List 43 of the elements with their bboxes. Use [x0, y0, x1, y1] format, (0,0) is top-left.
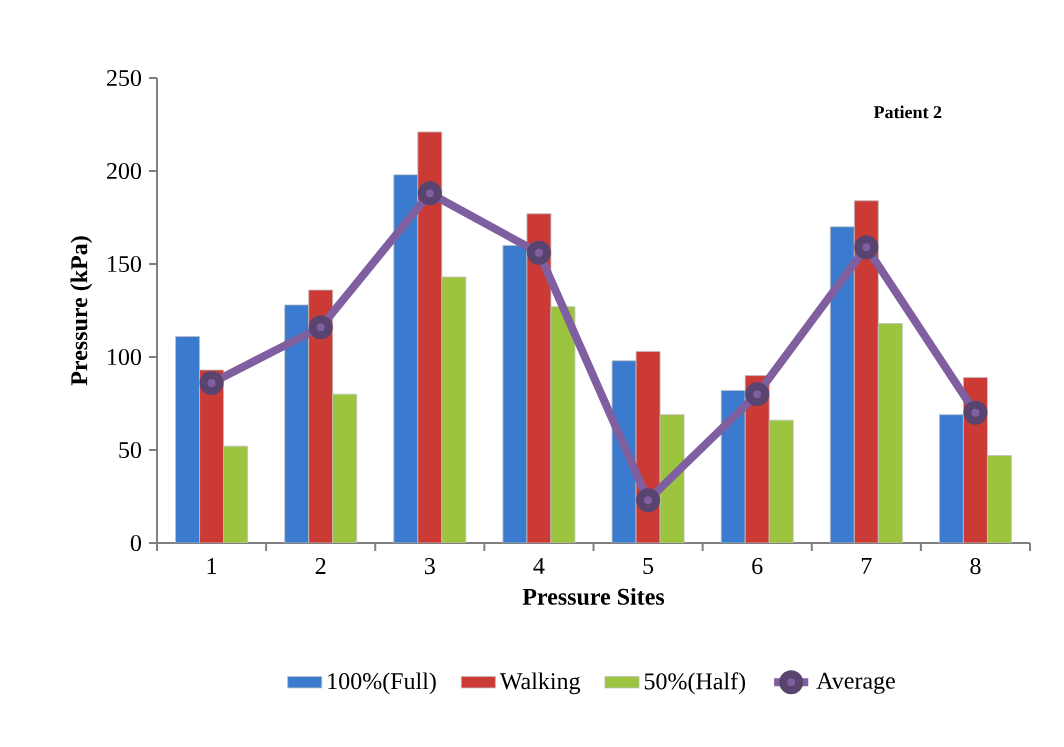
bar [987, 455, 1012, 543]
x-tick-label: 2 [315, 558, 326, 574]
point [417, 181, 442, 206]
y-tick-label: 100 [108, 348, 142, 366]
text: Patient 2 [873, 105, 942, 119]
bar [417, 131, 443, 543]
y-tick-label: 200 [107, 162, 142, 180]
bar [768, 419, 794, 543]
point [199, 371, 224, 396]
point [636, 488, 661, 513]
point [963, 400, 988, 425]
y-tick-label: 0 [130, 534, 142, 552]
bar [877, 323, 903, 543]
point [308, 315, 333, 340]
x-tick-label: 6 [752, 558, 763, 575]
bar [284, 304, 310, 543]
bar [175, 336, 200, 543]
bar [939, 414, 964, 543]
legend-label: 100%(Full) [328, 672, 436, 695]
x-tick-label: 7 [861, 558, 872, 574]
bar [441, 276, 467, 543]
legend-label: Walking [499, 672, 581, 695]
y-tick-label: 50 [119, 441, 142, 459]
x-tick-label: 5 [643, 558, 654, 574]
x-tick-label: 4 [533, 558, 545, 574]
x-tick-label: 1 [207, 558, 217, 574]
bar [502, 244, 528, 543]
legend-label: 50%(Half) [644, 672, 746, 695]
bar [223, 445, 248, 543]
x-tick-label: 8 [970, 558, 981, 575]
y-tick-label: 250 [107, 69, 142, 87]
bar [829, 226, 855, 543]
y-axis-title: Pressure (kPa) [70, 236, 93, 386]
point [526, 240, 551, 265]
y-tick-label: 150 [108, 255, 142, 273]
legend-label: Average [816, 672, 895, 694]
bar [393, 174, 419, 543]
point [745, 382, 770, 407]
x-tick-label: 3 [424, 558, 435, 575]
x-axis-title: Pressure Sites [522, 587, 665, 605]
point [854, 235, 879, 260]
bar [853, 200, 879, 543]
bar [332, 393, 358, 543]
